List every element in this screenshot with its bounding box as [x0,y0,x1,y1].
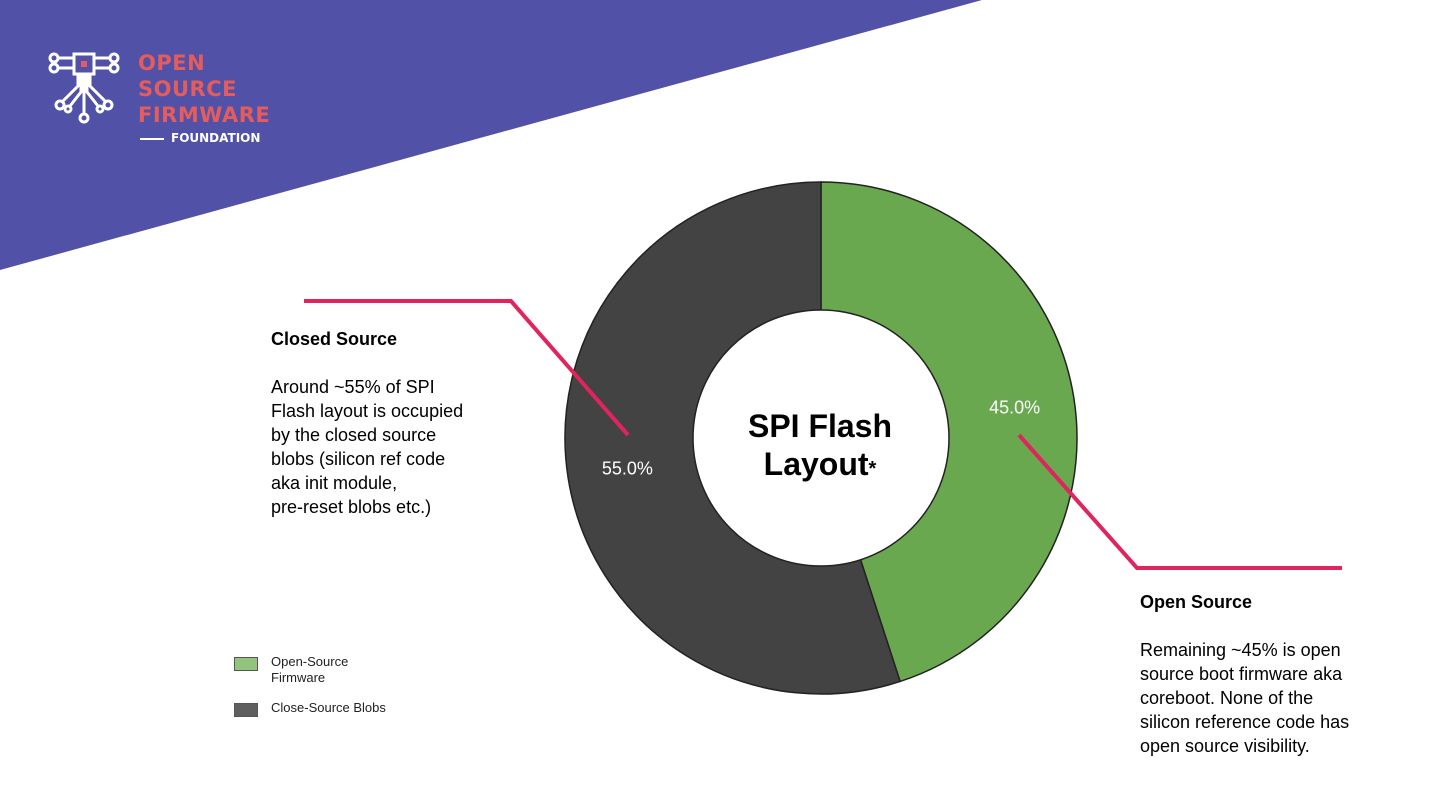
chart-title: SPI Flash Layout* [700,407,940,488]
legend-swatch-open [234,657,258,671]
brand-dash [140,137,164,140]
brand-line-2: SOURCE [138,77,237,101]
brand-logo: OPEN SOURCE FIRMWARE FOUNDATION [48,48,288,158]
brand-sub-text: FOUNDATION [171,131,261,145]
donut-hole [692,309,950,567]
legend-label-open: Open-Source Firmware [271,654,349,685]
chart-title-footnote-mark: * [868,458,877,480]
slice-label-closed-source: 55.0% [602,459,653,479]
chart-title-text: SPI Flash Layout [747,408,893,482]
brand-line-3: FIRMWARE [138,103,271,127]
brand-name: OPEN SOURCE FIRMWARE [138,50,270,128]
annotation-closed-source: Closed Source Around ~55% of SPI Flash l… [271,327,511,519]
brand-subtitle: FOUNDATION [140,131,260,145]
slice-label-open-source: 45.0% [989,397,1040,417]
legend-label-closed: Close-Source Blobs [271,700,386,715]
annotation-open-heading: Open Source [1140,592,1253,612]
chip-core-icon [81,61,87,67]
brand-line-1: OPEN [138,51,206,75]
circuit-chip-icon [48,52,120,124]
legend-item-closed: Close-Source Blobs [234,700,401,717]
annotation-closed-heading: Closed Source [271,329,398,349]
annotation-closed-body: Around ~55% of SPI Flash layout is occup… [271,377,464,517]
leader-line-open [1017,433,1342,570]
chart-legend: Open-Source Firmware Close-Source Blobs [234,654,401,731]
legend-item-open: Open-Source Firmware [234,654,401,686]
annotation-open-source: Open Source Remaining ~45% is open sourc… [1140,590,1390,758]
leader-line-closed [304,299,630,437]
annotation-open-body: Remaining ~45% is open source boot firmw… [1140,640,1350,756]
legend-swatch-closed [234,703,258,717]
